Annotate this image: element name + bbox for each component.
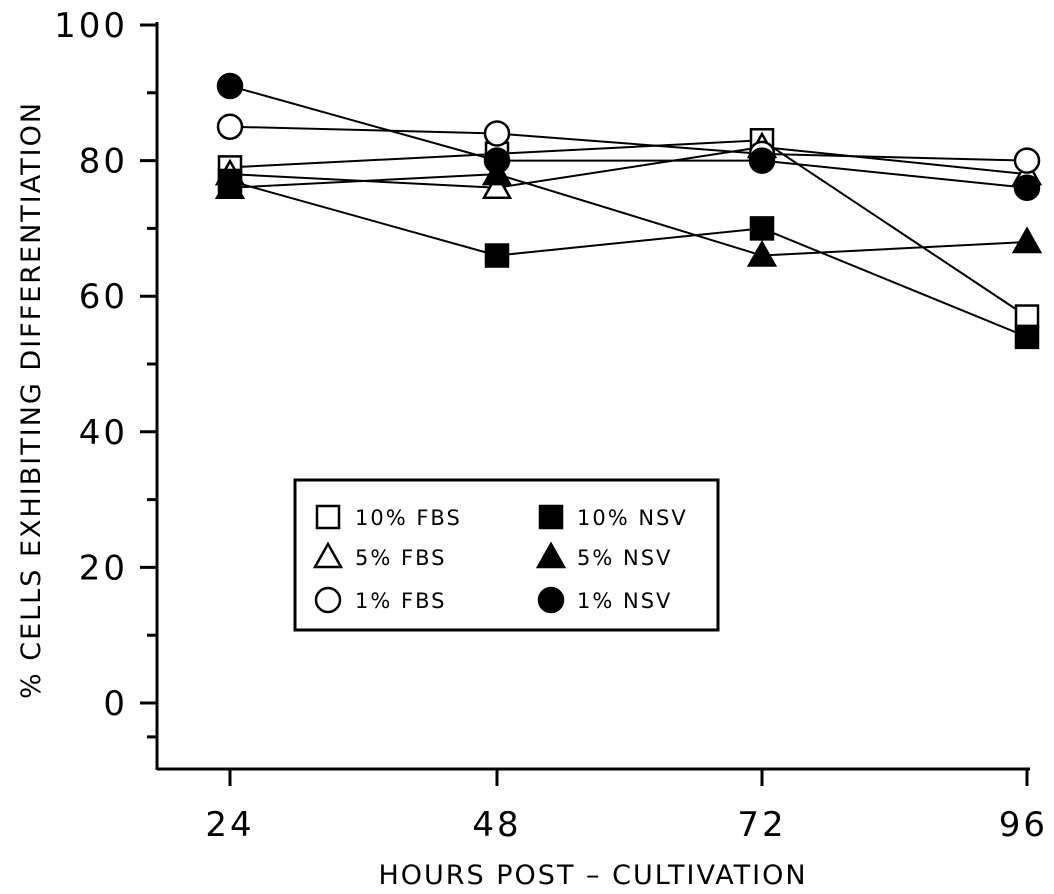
legend-marker bbox=[315, 504, 341, 530]
series-1-nsv bbox=[216, 72, 1041, 201]
data-point bbox=[483, 120, 511, 147]
x-tick-label: 72 bbox=[737, 805, 786, 845]
series-line bbox=[229, 85, 1028, 189]
y-axis-ticks: 0 20 40 60 80 100 bbox=[54, 6, 157, 739]
legend-label: 1% FBS bbox=[355, 589, 446, 613]
data-point bbox=[1011, 226, 1043, 254]
x-tick-label: 96 bbox=[999, 805, 1048, 845]
data-point bbox=[214, 172, 246, 199]
legend-label: 5% FBS bbox=[355, 546, 446, 570]
series-10-fbs bbox=[217, 128, 1040, 329]
series-10-nsv bbox=[217, 168, 1040, 350]
legend: 10% FBS 5% FBS 1% FBS 10% NSV 5% NSV 1% NSV bbox=[293, 478, 720, 632]
data-point bbox=[1014, 304, 1040, 329]
legend-marker bbox=[312, 541, 344, 569]
series-line bbox=[229, 173, 1028, 257]
legend-item: 10% FBS bbox=[315, 504, 462, 530]
legend-marker bbox=[537, 586, 565, 614]
legend-label: 1% NSV bbox=[577, 589, 672, 613]
x-axis-ticks: 24 48 72 96 bbox=[205, 769, 1048, 845]
data-point bbox=[216, 72, 244, 100]
series-1-fbs bbox=[216, 113, 1041, 174]
series-line bbox=[229, 139, 1028, 318]
y-tick-label: 40 bbox=[79, 413, 128, 453]
y-tick-label: 100 bbox=[54, 6, 128, 46]
legend-label: 10% NSV bbox=[577, 506, 688, 530]
x-tick-label: 48 bbox=[472, 805, 521, 845]
y-tick-label: 20 bbox=[79, 548, 128, 588]
legend-marker bbox=[535, 541, 567, 569]
legend-item: 5% NSV bbox=[535, 541, 672, 570]
legend-marker bbox=[314, 586, 342, 614]
data-point bbox=[216, 113, 244, 140]
legend-label: 5% NSV bbox=[577, 546, 672, 570]
data-point bbox=[1013, 147, 1041, 174]
legend-label: 10% FBS bbox=[355, 506, 462, 530]
data-point bbox=[1013, 174, 1041, 201]
data-point bbox=[746, 239, 778, 267]
y-tick-label: 0 bbox=[103, 684, 128, 724]
data-point bbox=[1014, 324, 1040, 350]
x-tick-label: 24 bbox=[205, 805, 254, 845]
series-line bbox=[229, 179, 1028, 338]
legend-item: 5% FBS bbox=[312, 541, 446, 570]
legend-item: 10% NSV bbox=[538, 504, 688, 530]
data-point bbox=[484, 243, 510, 268]
y-axis-title: % CELLS EXHIBITING DIFFERENTIATION bbox=[16, 101, 47, 699]
data-point bbox=[481, 172, 513, 199]
series-5-nsv bbox=[214, 158, 1043, 267]
data-point bbox=[749, 216, 775, 241]
data-point bbox=[483, 147, 511, 174]
axes bbox=[155, 22, 1030, 771]
data-point bbox=[748, 147, 776, 174]
series-layer bbox=[214, 72, 1043, 350]
legend-item: 1% FBS bbox=[314, 586, 446, 614]
series-line bbox=[229, 125, 1028, 162]
legend-box bbox=[293, 478, 720, 632]
legend-marker bbox=[538, 504, 564, 530]
y-tick-label: 60 bbox=[79, 277, 128, 317]
legend-item: 1% NSV bbox=[537, 586, 672, 614]
y-tick-label: 80 bbox=[79, 142, 128, 182]
x-axis-title: HOURS POST – CULTIVATION bbox=[378, 860, 807, 891]
